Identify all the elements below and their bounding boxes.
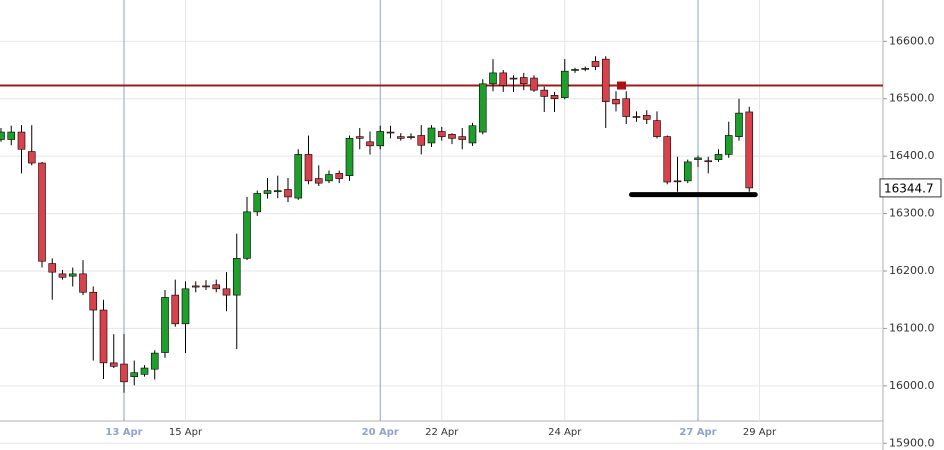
candle-body bbox=[530, 77, 538, 91]
candle-body bbox=[161, 297, 169, 353]
candle-body bbox=[202, 285, 210, 288]
candle-body bbox=[89, 291, 98, 311]
candle-body bbox=[427, 127, 436, 144]
candle-body bbox=[140, 367, 149, 375]
y-tick-label: 16300.0 bbox=[889, 207, 935, 220]
candle-body bbox=[571, 69, 579, 71]
candle-body bbox=[683, 161, 692, 182]
candle-body bbox=[478, 83, 487, 133]
candle-body bbox=[171, 294, 180, 325]
y-tick-label: 16200.0 bbox=[889, 264, 935, 277]
line-handle bbox=[617, 81, 626, 90]
candle-body bbox=[396, 136, 405, 139]
candle-body bbox=[294, 154, 303, 199]
candle-body bbox=[376, 131, 385, 147]
candle-body bbox=[612, 99, 620, 105]
x-tick-label: 29 Apr bbox=[743, 427, 777, 438]
candle-body bbox=[458, 136, 467, 140]
candle-body bbox=[386, 131, 395, 134]
candle-body bbox=[68, 273, 77, 277]
candle-body bbox=[99, 309, 108, 364]
candle-body bbox=[314, 178, 323, 184]
candle-body bbox=[0, 131, 5, 140]
candle-body bbox=[181, 288, 190, 325]
candle-body bbox=[632, 116, 641, 118]
candle-body bbox=[27, 151, 36, 164]
candle-body bbox=[468, 125, 477, 144]
last-price-box bbox=[879, 178, 942, 198]
candle-body bbox=[653, 120, 661, 137]
y-tick-label: 16500.0 bbox=[889, 92, 935, 105]
candle-body bbox=[745, 111, 754, 189]
candle-body bbox=[622, 98, 631, 117]
last-price-label: 16344.7 bbox=[884, 181, 934, 195]
candle-body bbox=[560, 70, 569, 98]
candle-body bbox=[694, 157, 702, 160]
candle-body bbox=[17, 131, 26, 150]
candle-body bbox=[663, 136, 672, 183]
candle-body bbox=[550, 94, 559, 100]
candle-body bbox=[335, 173, 344, 179]
candle-body bbox=[222, 288, 231, 296]
candle-body bbox=[232, 258, 241, 296]
candle-body bbox=[581, 68, 590, 70]
y-tick-label: 15900.0 bbox=[889, 436, 935, 449]
candle-body bbox=[273, 190, 282, 193]
candle-body bbox=[714, 154, 723, 160]
candle-body bbox=[407, 136, 415, 138]
candle-body bbox=[263, 190, 272, 194]
candle-body bbox=[366, 141, 374, 147]
candle-body bbox=[79, 273, 87, 293]
candle-body bbox=[591, 61, 600, 67]
candle-body bbox=[704, 160, 713, 163]
candle-body bbox=[673, 180, 682, 183]
x-tick-label: 27 Apr bbox=[679, 427, 716, 438]
x-tick-label: 22 Apr bbox=[425, 427, 459, 438]
candle-body bbox=[243, 211, 251, 259]
candle-body bbox=[130, 372, 139, 377]
candle-body bbox=[601, 58, 610, 102]
candle-body bbox=[735, 112, 743, 137]
candle-body bbox=[58, 273, 67, 278]
candle-body bbox=[345, 138, 354, 176]
candle-body bbox=[109, 362, 118, 367]
candle-body bbox=[150, 352, 159, 370]
candle-body bbox=[325, 174, 333, 182]
candle-body bbox=[540, 89, 549, 97]
candle-body bbox=[7, 131, 16, 140]
y-tick-label: 16400.0 bbox=[889, 149, 935, 162]
x-tick-label: 13 Apr bbox=[105, 427, 142, 438]
candle-body bbox=[284, 189, 292, 198]
candle-body bbox=[304, 154, 313, 182]
x-tick-label: 15 Apr bbox=[169, 427, 203, 438]
candle-body bbox=[489, 72, 497, 85]
candle-body bbox=[120, 363, 128, 383]
y-tick-label: 16000.0 bbox=[889, 379, 935, 392]
candle-body bbox=[417, 135, 426, 146]
candle-body bbox=[48, 263, 57, 273]
candle-body bbox=[253, 193, 262, 213]
candle-body bbox=[509, 77, 518, 80]
candle-body bbox=[355, 136, 364, 139]
candle-body bbox=[724, 135, 733, 155]
x-tick-label: 20 Apr bbox=[362, 427, 399, 438]
candle-body bbox=[38, 162, 46, 262]
candle-body bbox=[519, 77, 528, 85]
candle-body bbox=[437, 131, 446, 137]
candle-body bbox=[642, 115, 651, 120]
candle-body bbox=[448, 134, 456, 139]
candle-body bbox=[212, 284, 221, 290]
candle-body bbox=[499, 72, 508, 86]
y-tick-label: 16100.0 bbox=[889, 321, 935, 334]
x-tick-label: 24 Apr bbox=[548, 427, 582, 438]
candle-body bbox=[191, 285, 200, 288]
y-tick-label: 16600.0 bbox=[889, 34, 935, 47]
